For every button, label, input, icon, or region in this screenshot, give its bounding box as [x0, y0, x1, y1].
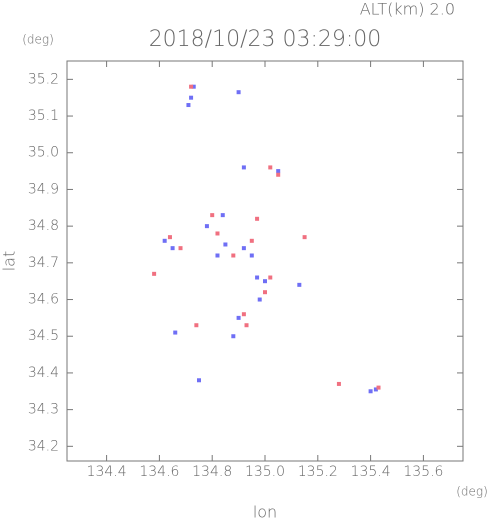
echo-point: [241, 165, 246, 170]
echo-point: [263, 290, 267, 295]
echo-point: [210, 213, 215, 218]
echo-point: [236, 315, 241, 320]
plot-frame: [66, 60, 464, 462]
y-axis-label: lat: [0, 251, 19, 272]
echo-point: [236, 90, 241, 95]
echo-point: [191, 84, 196, 89]
y-tick-label: 34.8: [28, 218, 59, 234]
echo-point: [189, 95, 194, 100]
y-tick-label: 34.4: [28, 365, 59, 381]
y-unit: (deg): [22, 33, 54, 47]
echo-point: [231, 334, 236, 339]
x-tick-label: 135.2: [298, 464, 338, 480]
x-unit: (deg): [456, 485, 488, 499]
y-tick-label: 34.6: [28, 292, 59, 308]
x-tick-label: 135.0: [245, 464, 285, 480]
altitude-label: ALT(km) 2.0: [360, 0, 455, 19]
echo-point: [336, 381, 341, 386]
echo-point: [223, 242, 228, 247]
echo-point: [276, 169, 281, 174]
x-tick-label: 135.6: [403, 464, 443, 480]
echo-point: [186, 103, 191, 108]
echo-point: [231, 253, 236, 258]
echo-point: [241, 312, 246, 317]
echo-point: [241, 246, 246, 251]
y-tick-label: 34.9: [28, 181, 59, 197]
echo-point: [189, 84, 194, 89]
x-tick-label: 134.8: [192, 464, 232, 480]
echo-point: [215, 231, 220, 236]
echo-point: [297, 282, 302, 287]
echo-point: [220, 213, 225, 218]
x-tick-label: 135.4: [351, 464, 391, 480]
echo-point: [170, 246, 175, 251]
echo-point: [244, 323, 249, 328]
x-tick-label: 134.4: [87, 464, 127, 480]
echo-point: [368, 389, 373, 394]
y-tick-label: 35.1: [28, 108, 59, 124]
echo-point: [215, 253, 220, 258]
y-tick-label: 35.0: [28, 145, 59, 161]
echo-point: [257, 297, 262, 302]
echo-point: [276, 172, 281, 177]
echo-point: [249, 238, 254, 243]
echo-point: [255, 275, 260, 280]
echo-point: [373, 387, 378, 392]
echo-point: [302, 235, 307, 240]
echo-point: [197, 378, 201, 383]
echo-point: [167, 235, 172, 240]
echo-point: [152, 271, 157, 276]
chart-title: 2018/10/23 03:29:00: [149, 27, 382, 52]
y-tick-label: 34.3: [28, 402, 59, 418]
x-tick-label: 134.6: [139, 464, 179, 480]
y-tick-label: 34.7: [28, 255, 59, 271]
echo-point: [178, 246, 183, 251]
y-tick-label: 35.2: [28, 71, 59, 87]
x-axis-label: lon: [253, 503, 277, 522]
echo-point: [376, 385, 381, 390]
y-tick-label: 34.5: [28, 328, 59, 344]
echo-point: [162, 238, 167, 243]
echo-point: [268, 275, 273, 280]
echo-point: [194, 323, 199, 328]
echo-point: [249, 253, 254, 258]
echo-point: [255, 216, 260, 221]
echo-point: [173, 330, 178, 335]
echo-point: [268, 165, 273, 170]
echo-point: [263, 279, 267, 284]
echo-point: [204, 224, 209, 229]
y-tick-label: 34.2: [28, 438, 59, 454]
